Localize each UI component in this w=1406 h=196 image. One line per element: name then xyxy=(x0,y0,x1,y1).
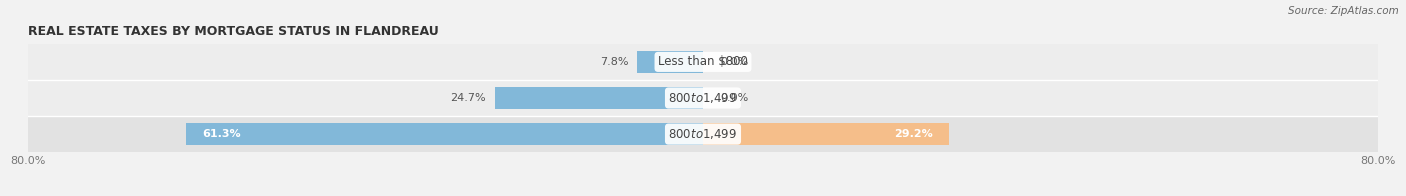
Text: $800 to $1,499: $800 to $1,499 xyxy=(668,127,738,141)
Text: REAL ESTATE TAXES BY MORTGAGE STATUS IN FLANDREAU: REAL ESTATE TAXES BY MORTGAGE STATUS IN … xyxy=(28,25,439,38)
Bar xyxy=(637,51,703,73)
Bar xyxy=(186,123,703,145)
Text: 0.0%: 0.0% xyxy=(720,93,748,103)
Text: 29.2%: 29.2% xyxy=(894,129,932,139)
Text: Source: ZipAtlas.com: Source: ZipAtlas.com xyxy=(1288,6,1399,16)
Bar xyxy=(703,123,949,145)
Text: 7.8%: 7.8% xyxy=(600,57,628,67)
Text: Less than $800: Less than $800 xyxy=(658,55,748,68)
Text: 24.7%: 24.7% xyxy=(450,93,486,103)
Text: $800 to $1,499: $800 to $1,499 xyxy=(668,91,738,105)
Bar xyxy=(28,44,1378,80)
Bar xyxy=(28,80,1378,116)
Text: 61.3%: 61.3% xyxy=(202,129,242,139)
Bar xyxy=(495,87,703,109)
Text: 0.0%: 0.0% xyxy=(720,57,748,67)
Bar xyxy=(28,116,1378,152)
